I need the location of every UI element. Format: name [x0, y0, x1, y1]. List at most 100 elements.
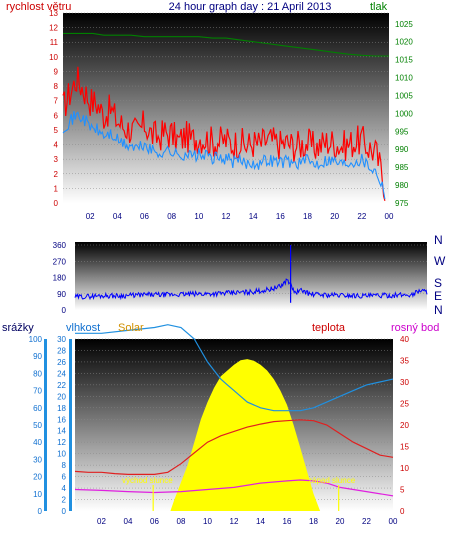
series-dew-point [74, 479, 394, 497]
wind-tick-3: 3 [54, 155, 59, 164]
pressure-tick-1020: 1020 [395, 38, 413, 47]
direction-tick-360: 360 [53, 241, 67, 250]
pressure-tick-1005: 1005 [395, 91, 413, 100]
top-right-ticks: 975 980 985 990 995 1000 1005 1010 1015 1020 1025 [395, 20, 413, 208]
temp-tick-30: 30 [400, 378, 409, 387]
rain-tick-40: 40 [33, 438, 42, 447]
wind-tick-13: 13 [49, 9, 58, 18]
bottom-temp-ticks: 0 5 10 15 20 25 30 35 40 [400, 335, 409, 516]
temp-tick-5: 5 [400, 486, 405, 495]
top-x-tick-16: 16 [276, 212, 285, 221]
humidity-tick-14: 14 [57, 427, 66, 436]
bottom-x-ticks: 02 04 06 08 10 12 14 16 18 20 22 00 [97, 517, 398, 526]
sun-markers [152, 485, 340, 511]
rain-label: srážky [2, 322, 34, 334]
wind-tick-0: 0 [54, 199, 59, 208]
humidity-tick-2: 2 [62, 496, 67, 505]
humidity-tick-0: 0 [62, 507, 67, 516]
series-pressure [63, 32, 389, 57]
humidity-label: vlhkost [66, 322, 100, 334]
humidity-tick-30: 30 [57, 335, 66, 344]
humidity-tick-24: 24 [57, 369, 66, 378]
humidity-tick-6: 6 [62, 473, 67, 482]
sunrise-label: východ slunce [122, 476, 173, 485]
bottom-rain-ticks: 0 10 20 30 40 50 60 70 80 90 100 [29, 335, 43, 516]
humidity-tick-26: 26 [57, 358, 66, 367]
sunset-label: západ slunce [308, 476, 356, 485]
bottom-x-tick-06: 06 [150, 517, 159, 526]
bottom-x-tick-20: 20 [336, 517, 345, 526]
pressure-tick-1000: 1000 [395, 109, 413, 118]
bottom-series [74, 324, 394, 511]
pressure-label: tlak [370, 1, 388, 13]
wind-direction-plot-area [75, 242, 427, 310]
humidity-tick-8: 8 [62, 461, 67, 470]
compass-label-0: N [434, 233, 443, 247]
direction-tick-180: 180 [53, 274, 67, 283]
bottom-x-tick-18: 18 [309, 517, 318, 526]
wind-tick-9: 9 [54, 67, 59, 76]
rain-tick-60: 60 [33, 404, 42, 413]
bottom-x-tick-22: 22 [362, 517, 371, 526]
rain-tick-90: 90 [33, 352, 42, 361]
mid-series [74, 245, 428, 303]
wind-tick-4: 4 [54, 141, 59, 150]
rain-tick-0: 0 [38, 507, 43, 516]
bottom-x-tick-02: 02 [97, 517, 106, 526]
top-x-tick-20: 20 [330, 212, 339, 221]
humidity-axis-bar [69, 339, 72, 511]
direction-tick-0: 0 [62, 306, 67, 315]
temperature-label: teplota [312, 322, 346, 334]
wind-tick-1: 1 [54, 184, 59, 193]
humidity-tick-4: 4 [62, 484, 67, 493]
top-x-tick-08: 08 [167, 212, 176, 221]
temp-tick-20: 20 [400, 421, 409, 430]
pressure-tick-985: 985 [395, 163, 409, 172]
pressure-tick-975: 975 [395, 199, 409, 208]
direction-tick-270: 270 [53, 257, 67, 266]
pressure-tick-990: 990 [395, 145, 409, 154]
series-humidity [75, 324, 394, 412]
dew-point-label: rosný bod [391, 322, 439, 334]
series-solar [170, 359, 321, 511]
bottom-x-tick-04: 04 [124, 517, 133, 526]
bottom-x-tick-10: 10 [203, 517, 212, 526]
top-x-tick-22: 22 [357, 212, 366, 221]
chart-title: 24 hour graph day : 21 April 2013 [169, 1, 332, 13]
pressure-tick-995: 995 [395, 127, 409, 136]
series-wind-direction [74, 278, 428, 301]
top-x-ticks: 02 04 06 08 10 12 14 16 18 20 22 00 [86, 212, 394, 221]
wind-tick-12: 12 [49, 24, 58, 33]
bottom-x-tick-16: 16 [283, 517, 292, 526]
temp-tick-35: 35 [400, 357, 409, 366]
top-plot-area [63, 13, 389, 203]
wind-tick-2: 2 [54, 170, 59, 179]
humidity-tick-10: 10 [57, 450, 66, 459]
top-x-tick-18: 18 [303, 212, 312, 221]
rain-tick-50: 50 [33, 421, 42, 430]
series-avg [62, 111, 386, 200]
top-x-tick-06: 06 [140, 212, 149, 221]
compass-label-3: E [434, 289, 442, 303]
temp-tick-0: 0 [400, 507, 405, 516]
wind-tick-10: 10 [49, 53, 58, 62]
solar-label: Solar [118, 322, 144, 334]
mid-left-ticks: 0 90 180 270 360 [53, 241, 67, 315]
top-x-tick-02: 02 [86, 212, 95, 221]
temp-tick-15: 15 [400, 443, 409, 452]
pressure-tick-1010: 1010 [395, 74, 413, 83]
temp-tick-25: 25 [400, 400, 409, 409]
bottom-x-tick-14: 14 [256, 517, 265, 526]
pressure-tick-980: 980 [395, 181, 409, 190]
rain-tick-30: 30 [33, 455, 42, 464]
wind-speed-label: rychlost větru [6, 1, 71, 13]
wind-tick-11: 11 [50, 38, 59, 47]
rain-tick-20: 20 [33, 473, 42, 482]
humidity-tick-22: 22 [57, 381, 66, 390]
wind-tick-6: 6 [54, 111, 59, 120]
temp-tick-40: 40 [400, 335, 409, 344]
top-x-tick-04: 04 [113, 212, 122, 221]
